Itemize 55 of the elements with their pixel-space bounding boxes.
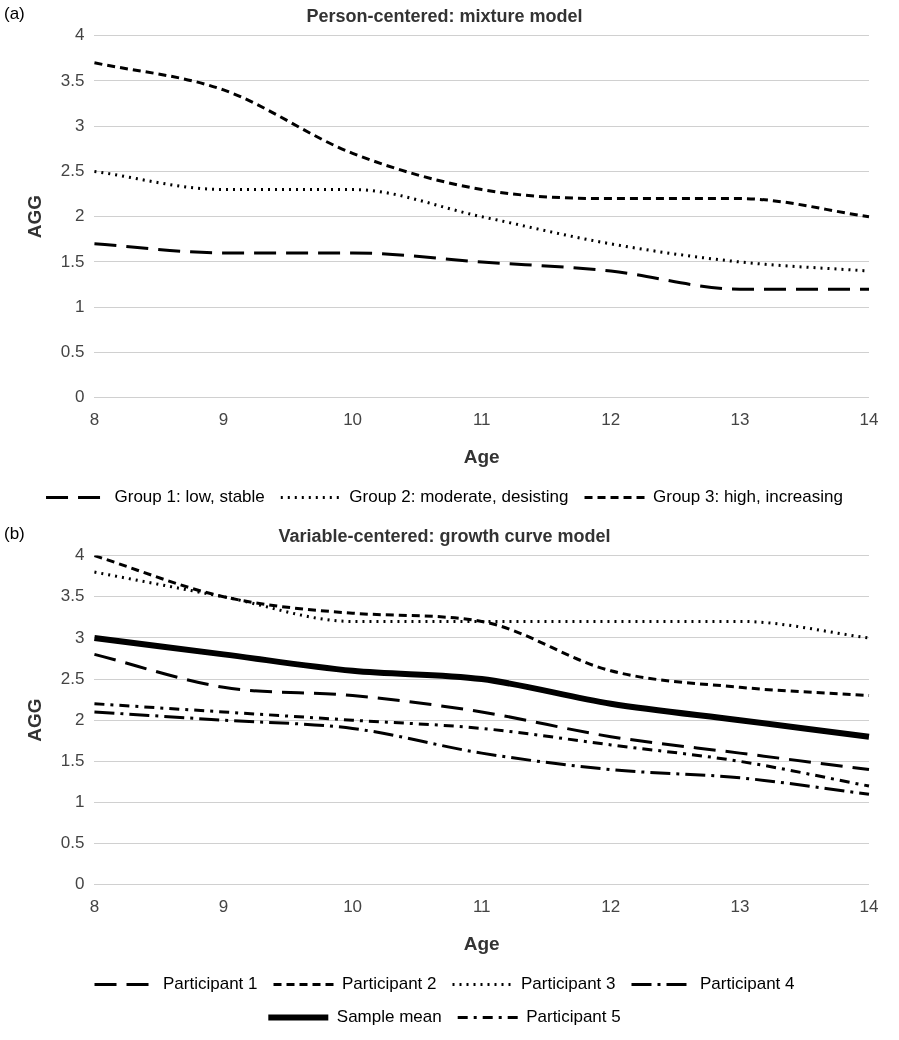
line-series (92, 555, 871, 698)
line-series (92, 242, 871, 291)
y-tick-label: 3.5 (60, 70, 85, 90)
x-tick-label: 12 (601, 409, 621, 429)
x-tick-label: 14 (859, 896, 879, 916)
x-tick-label: 8 (89, 896, 100, 916)
y-tick-label: 1 (74, 792, 85, 812)
y-tick-label: 1.5 (60, 751, 85, 771)
text: (a) (4, 4, 25, 24)
y-tick-label: 2.5 (60, 161, 85, 181)
x-tick-label: 11 (472, 896, 491, 916)
x-tick-label: 9 (218, 409, 229, 429)
y-tick-label: 3.5 (60, 586, 85, 606)
y-tick-label: 3 (74, 115, 85, 135)
y-tick-label: 3 (74, 627, 85, 647)
y-tick-label: 0 (74, 387, 85, 407)
text: (b) (4, 524, 25, 544)
line-series (92, 61, 871, 219)
x-tick-label: 13 (730, 409, 750, 429)
y-tick-label: 2 (74, 206, 85, 226)
x-tick-label: 9 (218, 896, 229, 916)
legend-label: Group 2: moderate, desisting (349, 487, 569, 507)
chart-title: Variable-centered: growth curve model (278, 525, 611, 546)
y-tick-label: 2.5 (60, 668, 85, 688)
legend-label: Participant 5 (526, 1007, 621, 1027)
line-series (92, 702, 871, 788)
y-tick-label: 1 (74, 296, 85, 316)
legend-label: Participant 1 (163, 974, 258, 994)
x-tick-label: 11 (472, 409, 491, 429)
x-tick-label: 8 (89, 409, 100, 429)
line-series (92, 710, 871, 796)
x-tick-label: 12 (601, 896, 621, 916)
legend-label: Sample mean (336, 1007, 442, 1027)
legend-label: Participant 4 (700, 974, 795, 994)
y-axis-title: AGG (23, 195, 45, 239)
y-tick-label: 0.5 (60, 342, 85, 362)
y-axis-title: AGG (23, 698, 45, 742)
line-series (92, 652, 871, 772)
x-tick-label: 10 (343, 409, 363, 429)
y-tick-label: 2 (74, 709, 85, 729)
y-tick-label: 4 (74, 25, 85, 45)
x-axis-title: Age (463, 932, 500, 954)
legend-label: Group 3: high, increasing (653, 487, 843, 507)
x-tick-label: 13 (730, 896, 750, 916)
legend-label: Participant 3 (521, 974, 616, 994)
x-tick-label: 10 (343, 896, 363, 916)
x-tick-label: 14 (859, 409, 879, 429)
x-axis-title: Age (463, 445, 500, 467)
chart-title: Person-centered: mixture model (306, 5, 583, 26)
y-tick-label: 1.5 (60, 251, 85, 271)
y-tick-label: 0.5 (60, 833, 85, 853)
legend-label: Group 1: low, stable (114, 487, 265, 507)
legend-label: Participant 2 (342, 974, 437, 994)
y-tick-label: 4 (74, 545, 85, 565)
y-tick-label: 0 (74, 874, 85, 894)
